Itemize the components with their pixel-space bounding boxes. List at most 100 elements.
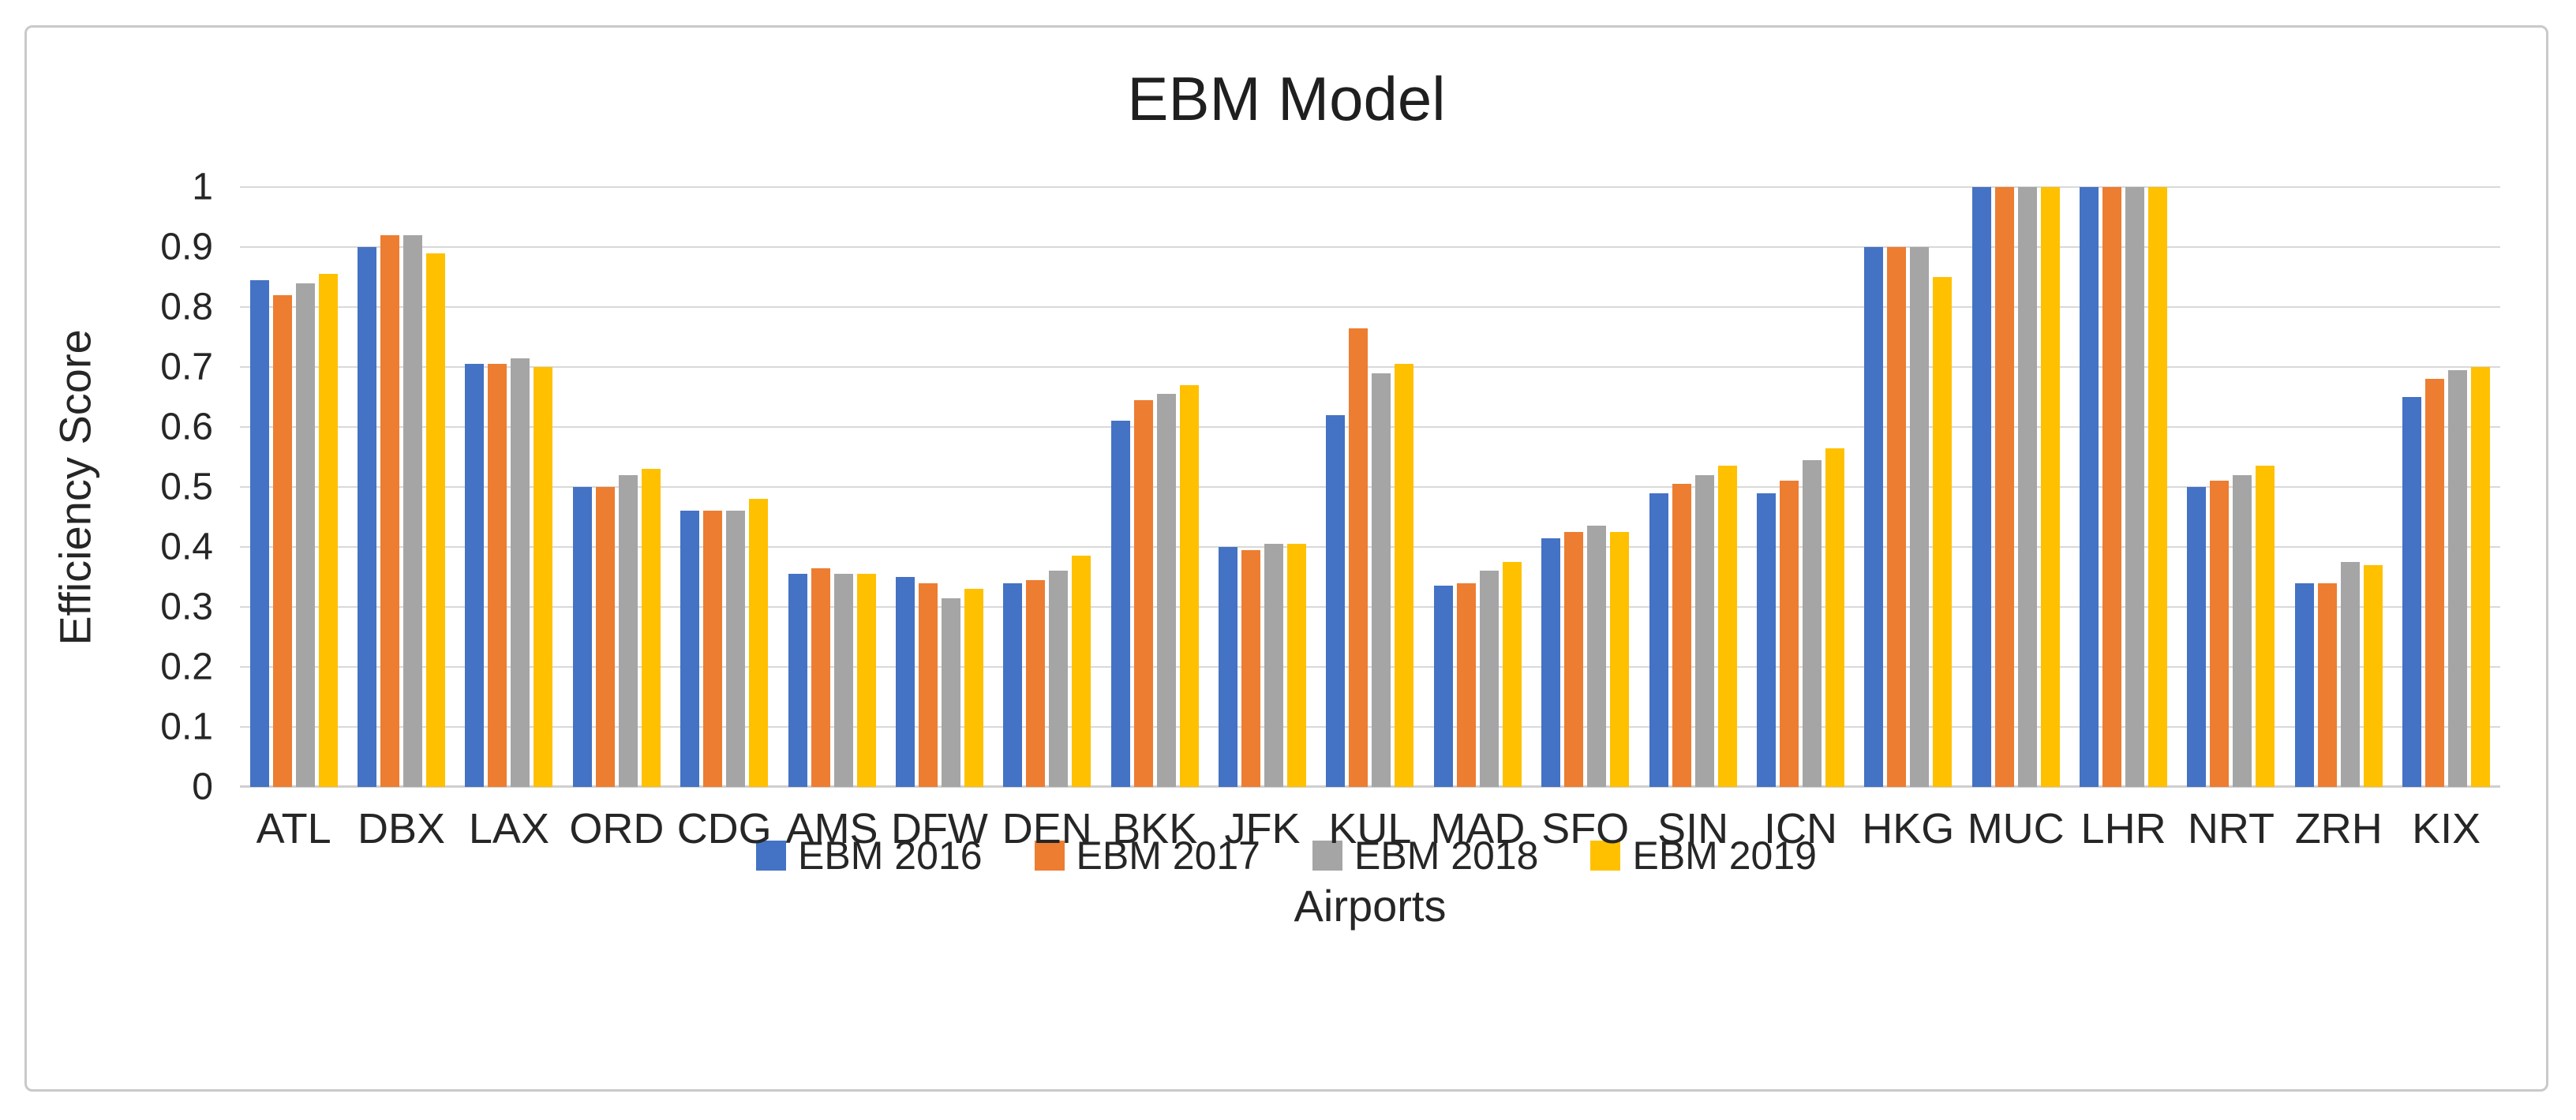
legend-label: EBM 2017 xyxy=(1076,833,1260,878)
gridline xyxy=(240,486,2500,488)
bar-ams-ebm-2017 xyxy=(811,567,830,787)
bar-group-zrh xyxy=(2285,187,2392,787)
gridline xyxy=(240,246,2500,248)
gridline xyxy=(240,366,2500,368)
bar-group-lax xyxy=(455,187,563,787)
bar-lax-ebm-2019 xyxy=(534,367,553,787)
chart-layout: Efficiency Score 0 0.1 0.2 0.3 0.4 0.5 0.6 0.7 0… xyxy=(28,167,2500,931)
x-axis-labels: ATL DBX LAX ORD CDG AMS DFW DEN BKK JFK KUL MAD SFO S… xyxy=(240,804,2500,853)
bar-jfk-ebm-2017 xyxy=(1241,549,1261,787)
bar-kix-ebm-2017 xyxy=(2425,379,2445,787)
y-tick-label: 0.3 xyxy=(160,586,213,628)
bar-group-jfk xyxy=(1208,187,1316,787)
x-tick-label-nrt: NRT xyxy=(2187,805,2275,852)
y-axis-title-column: Efficiency Score xyxy=(28,187,122,787)
bar-lax-ebm-2017 xyxy=(488,364,507,787)
bar-sin-ebm-2019 xyxy=(1717,466,1737,787)
bar-group-kul xyxy=(1316,187,1424,787)
bar-group-mad xyxy=(1424,187,1531,787)
bar-den-ebm-2018 xyxy=(1049,571,1069,787)
bar-ams-ebm-2019 xyxy=(856,574,876,787)
bar-kix-ebm-2019 xyxy=(2471,367,2491,787)
bar-group-muc xyxy=(1962,187,2069,787)
x-tick-label-sfo: SFO xyxy=(1541,805,1630,852)
legend-item-ebm-2019: EBM 2019 xyxy=(1590,833,1817,878)
bar-group-den xyxy=(994,187,1101,787)
bar-zrh-ebm-2017 xyxy=(2317,582,2337,787)
bar-dbx-ebm-2017 xyxy=(380,234,400,787)
legend-item-ebm-2016: EBM 2016 xyxy=(756,833,983,878)
bar-den-ebm-2016 xyxy=(1003,582,1023,787)
bar-group-icn xyxy=(1747,187,1854,787)
bar-icn-ebm-2019 xyxy=(1825,448,1844,787)
x-tick-label-lhr: LHR xyxy=(2080,805,2166,852)
bar-muc-ebm-2019 xyxy=(2040,187,2060,787)
y-axis-title: Efficiency Score xyxy=(50,328,100,646)
y-tick-label: 0.1 xyxy=(160,706,213,748)
y-tick-label: 0.4 xyxy=(160,526,213,568)
gridline xyxy=(240,546,2500,548)
bar-bkk-ebm-2016 xyxy=(1110,421,1130,787)
bar-zrh-ebm-2019 xyxy=(2363,564,2383,787)
bar-sfo-ebm-2016 xyxy=(1541,538,1561,787)
legend-label: EBM 2019 xyxy=(1632,833,1817,878)
bar-group-sin xyxy=(1639,187,1747,787)
bar-dbx-ebm-2016 xyxy=(358,247,377,787)
bar-bkk-ebm-2017 xyxy=(1133,399,1153,787)
legend-swatch-icon xyxy=(1312,841,1342,871)
bar-lhr-ebm-2016 xyxy=(2080,187,2099,787)
bar-nrt-ebm-2018 xyxy=(2233,474,2252,787)
bar-sin-ebm-2017 xyxy=(1672,484,1691,787)
bar-groups-container xyxy=(240,187,2500,787)
legend-label: EBM 2016 xyxy=(798,833,983,878)
bar-ams-ebm-2016 xyxy=(788,574,807,787)
bar-hkg-ebm-2016 xyxy=(1864,247,1884,787)
bar-jfk-ebm-2018 xyxy=(1264,544,1284,787)
y-axis-ticks: 0 0.1 0.2 0.3 0.4 0.5 0.6 0.7 0.8 0.9 1 xyxy=(122,167,240,808)
bar-sfo-ebm-2017 xyxy=(1564,532,1584,787)
bar-lhr-ebm-2019 xyxy=(2148,187,2168,787)
x-tick-label-icn: ICN xyxy=(1763,805,1837,852)
bar-ams-ebm-2018 xyxy=(833,574,853,787)
gridline xyxy=(240,306,2500,308)
bar-lax-ebm-2018 xyxy=(511,358,530,787)
bar-ord-ebm-2017 xyxy=(595,487,615,787)
bar-icn-ebm-2018 xyxy=(1802,459,1822,787)
x-tick-label-ams: AMS xyxy=(785,805,878,852)
y-tick-label: 0.8 xyxy=(160,286,213,328)
bar-mad-ebm-2016 xyxy=(1433,586,1453,787)
bar-atl-ebm-2018 xyxy=(295,283,315,787)
bar-jfk-ebm-2019 xyxy=(1287,544,1307,787)
bar-group-hkg xyxy=(1855,187,1962,787)
x-tick-label-den: DEN xyxy=(1002,805,1092,852)
legend-item-ebm-2017: EBM 2017 xyxy=(1034,833,1260,878)
bar-jfk-ebm-2016 xyxy=(1219,547,1238,787)
bar-group-kix xyxy=(2393,187,2500,787)
gridline xyxy=(240,186,2500,188)
bar-den-ebm-2019 xyxy=(1072,556,1091,787)
bar-nrt-ebm-2017 xyxy=(2210,481,2230,787)
y-tick-label: 1 xyxy=(192,166,213,208)
bar-sin-ebm-2016 xyxy=(1649,493,1668,787)
bar-hkg-ebm-2017 xyxy=(1887,247,1907,787)
bar-kix-ebm-2016 xyxy=(2402,397,2422,787)
bar-hkg-ebm-2019 xyxy=(1933,277,1953,787)
legend-item-ebm-2018: EBM 2018 xyxy=(1312,833,1538,878)
bar-dfw-ebm-2019 xyxy=(964,589,983,787)
bar-cdg-ebm-2019 xyxy=(749,499,769,787)
bar-dfw-ebm-2018 xyxy=(941,597,960,787)
legend-swatch-icon xyxy=(1034,841,1065,871)
x-tick-label-muc: MUC xyxy=(1967,805,2065,852)
bar-group-atl xyxy=(240,187,347,787)
bar-icn-ebm-2016 xyxy=(1756,493,1776,787)
plot-column: ATL DBX LAX ORD CDG AMS DFW DEN BKK JFK KUL MAD SFO S… xyxy=(240,186,2500,931)
x-tick-label-lax: LAX xyxy=(468,805,549,852)
bar-lax-ebm-2016 xyxy=(465,364,485,787)
bar-cdg-ebm-2016 xyxy=(680,511,700,787)
bar-ord-ebm-2016 xyxy=(572,487,592,787)
x-tick-label-ord: ORD xyxy=(569,805,665,852)
bar-kul-ebm-2019 xyxy=(1395,364,1414,787)
x-tick-label-dfw: DFW xyxy=(890,805,988,852)
y-tick-label: 0.9 xyxy=(160,226,213,268)
bar-group-cdg xyxy=(671,187,778,787)
